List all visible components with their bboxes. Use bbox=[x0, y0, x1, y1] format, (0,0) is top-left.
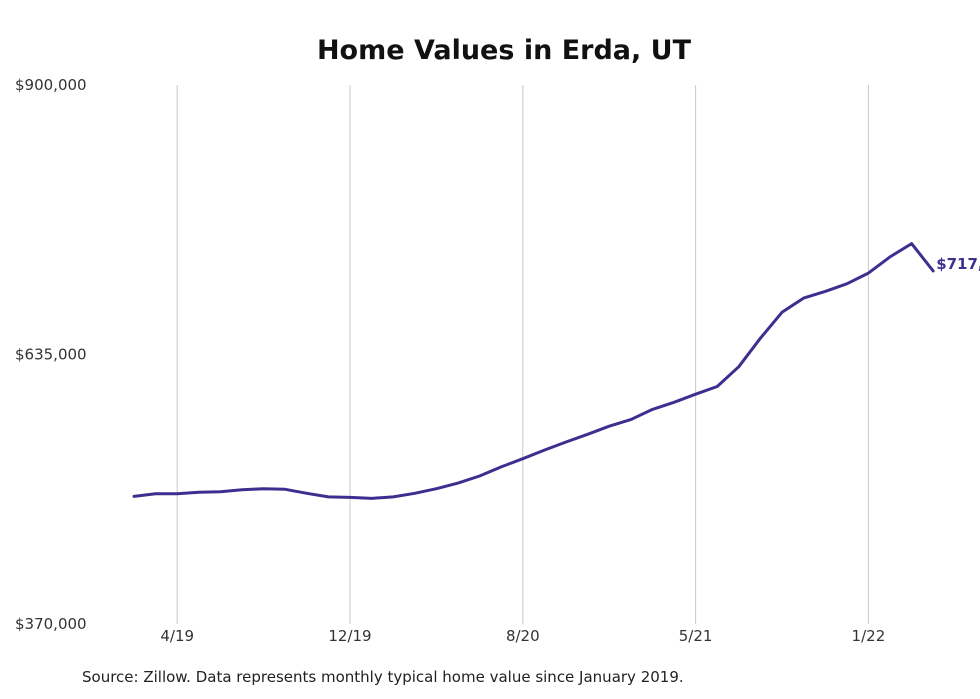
x-tick-label: 8/20 bbox=[506, 627, 540, 645]
x-axis: 4/19 12/19 8/20 5/21 1/22 bbox=[160, 627, 885, 645]
y-tick-label: $370,000 bbox=[15, 615, 87, 633]
y-axis: $370,000 $635,000 $900,000 bbox=[15, 76, 87, 633]
x-tick-label: 1/22 bbox=[852, 627, 886, 645]
chart-title: Home Values in Erda, UT bbox=[317, 35, 692, 66]
grid-lines bbox=[176, 85, 869, 624]
y-tick-label: $900,000 bbox=[15, 76, 87, 94]
x-tick-label: 12/19 bbox=[328, 627, 371, 645]
series-line bbox=[132, 242, 935, 500]
x-tick-label: 4/19 bbox=[160, 627, 194, 645]
y-tick-label: $635,000 bbox=[15, 346, 87, 364]
source-note: Source: Zillow. Data represents monthly … bbox=[82, 668, 684, 686]
end-value-label: $717,146 bbox=[936, 255, 980, 273]
x-tick-label: 5/21 bbox=[679, 627, 713, 645]
